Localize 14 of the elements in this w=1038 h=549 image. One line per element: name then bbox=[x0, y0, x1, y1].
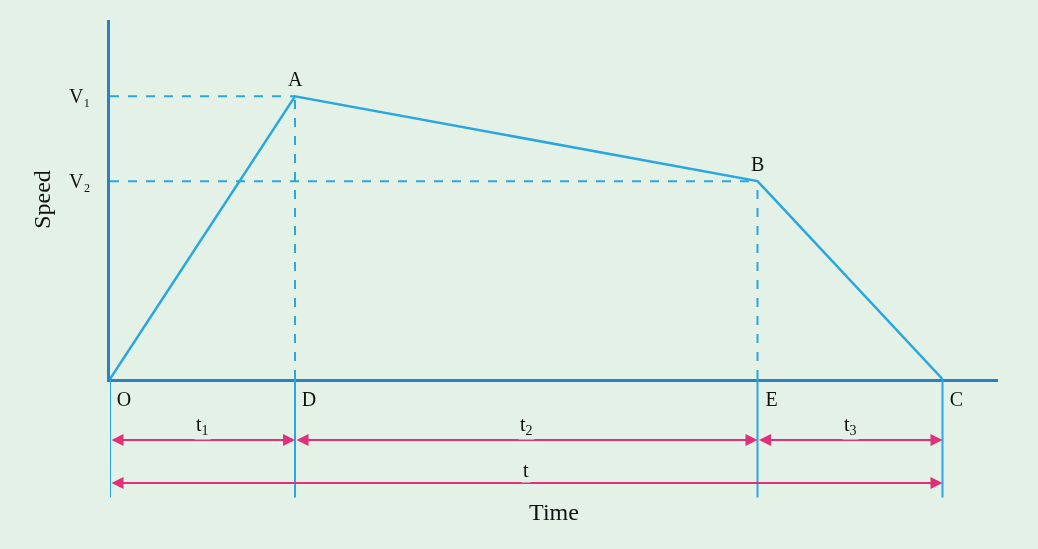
x-tick-label: E bbox=[765, 387, 778, 410]
text: t$_{1}$ bbox=[196, 413, 209, 439]
annotation: B bbox=[751, 153, 765, 175]
text: t bbox=[523, 459, 529, 481]
ref-line-label: V₂ bbox=[69, 170, 91, 192]
text: t$_{2}$ bbox=[520, 413, 533, 439]
text: A bbox=[288, 68, 303, 90]
x-tick-label: O bbox=[116, 387, 132, 410]
x-tick-label: C bbox=[949, 387, 964, 410]
ref-line-label: V₁ bbox=[69, 85, 91, 107]
y-axis-title: Speed bbox=[29, 170, 56, 229]
x-axis-title: Time bbox=[529, 499, 579, 526]
x-tick-label: D bbox=[301, 387, 317, 410]
text: t$_{3}$ bbox=[844, 413, 857, 439]
